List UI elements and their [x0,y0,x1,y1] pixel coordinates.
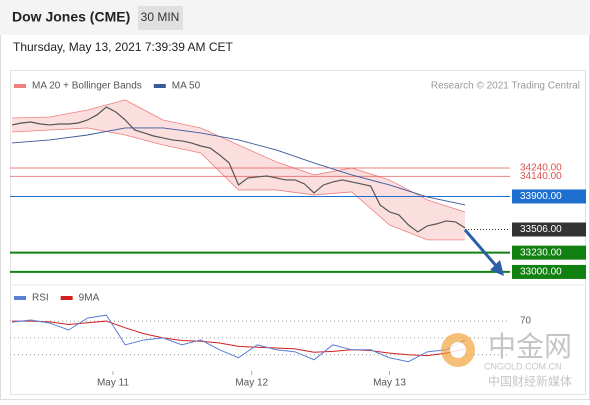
arrow-head [490,260,504,276]
level-box [512,245,586,260]
wm-slogan: 中国财经新媒体 [488,374,572,389]
timestamp: Thursday, May 13, 2021 7:39:39 AM CET [13,40,234,54]
legend-label: RSI [32,293,49,304]
rsi-line [12,320,466,357]
legend-swatch [14,84,26,88]
level-label: 33230.00 [520,247,562,258]
legend-label: MA 20 + Bollinger Bands [32,81,142,92]
level-box [512,189,586,204]
credit: Research © 2021 Trading Central [431,81,580,92]
rsi-line [11,314,466,363]
level-label: 33506.00 [520,224,562,235]
level-box [512,222,586,237]
interval-box [138,6,183,30]
title: Dow Jones (CME) [12,9,130,25]
legend-label: 9MA [79,293,100,304]
wm-brand: 中金网 [488,330,572,363]
legend-swatch [60,296,73,300]
level-label: 34240.00 [520,163,562,174]
watermark: 中金网 CNGOLD.COM.CN 中国财经新媒体 [441,330,572,389]
legend-swatch [14,296,26,300]
level-box [512,264,586,279]
interval: 30 MIN [141,10,180,24]
x-tick-label: May 13 [373,378,406,389]
level-label: 34140.00 [520,171,562,182]
band-lower [11,127,465,241]
logo-inner [450,342,466,358]
level-label: 33000.00 [520,267,562,278]
y-tick-label: 70 [520,316,532,327]
x-tick-label: May 11 [97,378,129,389]
forecast-arrow [463,228,500,269]
legend-label: MA 50 [172,81,201,92]
level-label: 33900.00 [520,191,562,202]
ma50-line [11,127,466,206]
price-line [11,106,466,233]
header-bar [0,0,590,35]
wm-site: CNGOLD.COM.CN [484,361,562,371]
x-tick-label: May 12 [235,378,268,389]
band-upper [11,99,466,213]
legend-swatch [153,84,166,88]
